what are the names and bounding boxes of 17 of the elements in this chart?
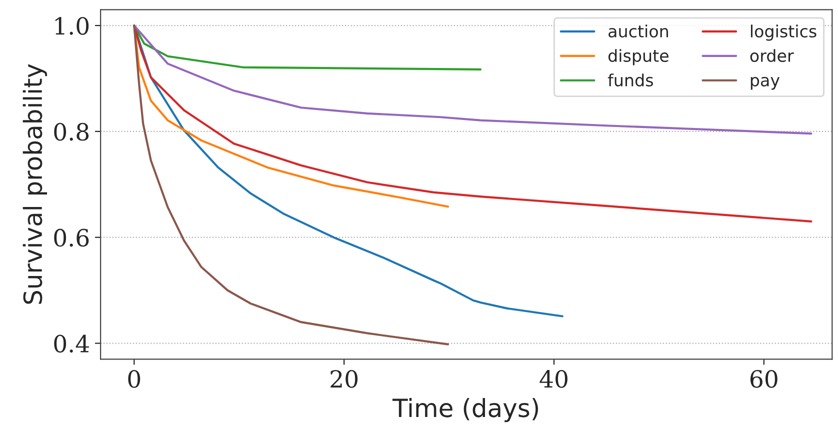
y-tick-label: 0.6 [54, 228, 89, 247]
legend-label: pay [750, 76, 780, 90]
y-tick-label: 1.0 [55, 16, 89, 35]
legend-label: funds [608, 74, 653, 86]
x-tick-label: 20 [330, 370, 358, 388]
y-tick-label: 0.4 [54, 334, 89, 353]
legend-label: logistics [750, 24, 816, 41]
line-series [133, 24, 450, 346]
y-tick-label: 0.8 [54, 122, 89, 141]
x-axis-title: Time (days) [392, 398, 538, 422]
legend-label: auction [608, 24, 668, 38]
y-axis-title: Survival probability [22, 64, 48, 304]
legend-label: dispute [608, 49, 668, 66]
x-tick-label: 40 [540, 370, 568, 388]
x-tick-label: 60 [750, 370, 778, 388]
x-tick-label: 0 [128, 370, 140, 388]
legend-label: order [750, 49, 794, 62]
